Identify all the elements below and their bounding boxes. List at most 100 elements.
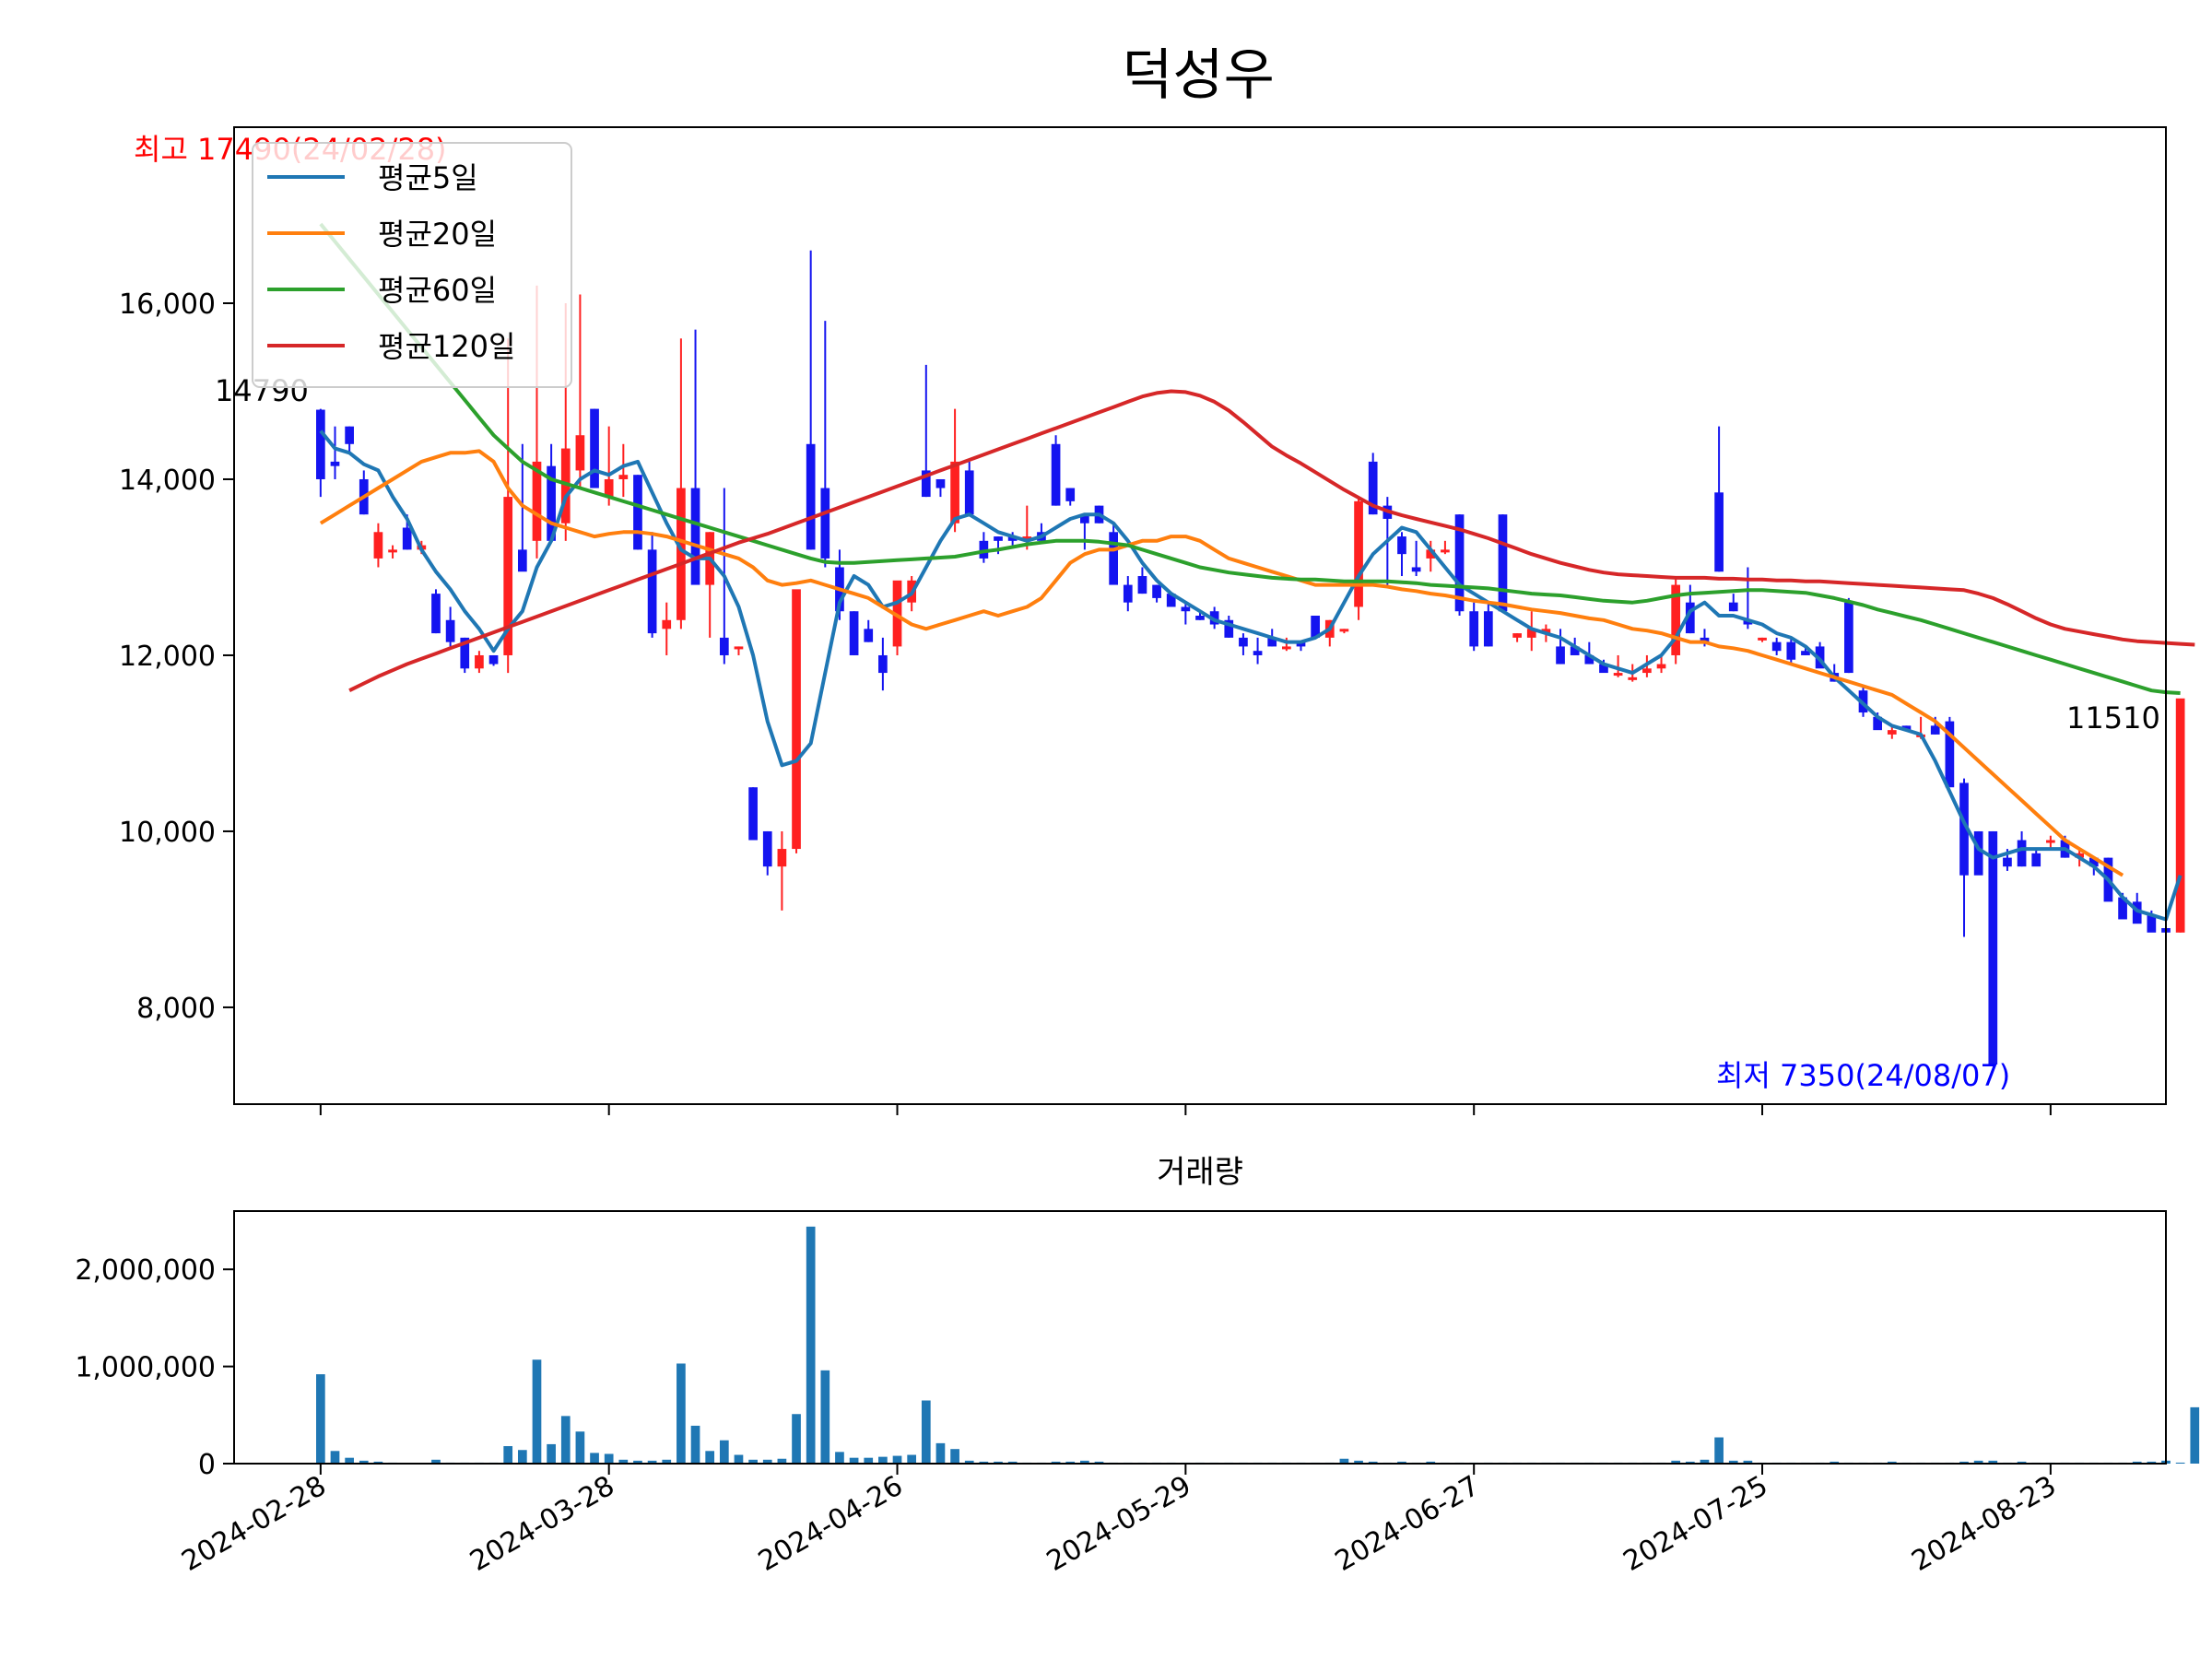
candle-body: [2147, 914, 2157, 933]
candle-body: [734, 646, 744, 650]
candle-body: [2031, 853, 2041, 867]
volume-bar: [575, 1431, 585, 1464]
chart-title: 덕성우: [1122, 43, 1275, 108]
ma60-line: [319, 222, 2181, 695]
volume-bar: [1988, 1460, 1998, 1464]
volume-bar: [994, 1461, 1003, 1464]
volume-bar: [1728, 1460, 1738, 1464]
candle-body: [820, 488, 830, 559]
price-y-tick-label: 8,000: [136, 993, 216, 1025]
candle-body: [1526, 629, 1536, 638]
volume-bar: [431, 1459, 441, 1464]
volume-bar: [1700, 1459, 1710, 1464]
candle-body: [950, 461, 959, 524]
volume-bar: [950, 1449, 959, 1464]
candle-body: [1873, 716, 1883, 731]
candle-body: [475, 654, 484, 669]
volume-bar: [864, 1457, 874, 1464]
legend-label-ma20: 평균20일: [378, 217, 497, 252]
candle-body: [1714, 492, 1724, 572]
candle-body: [762, 830, 772, 867]
volume-bar: [1051, 1461, 1061, 1464]
candle-body: [431, 594, 441, 634]
candle-body: [460, 637, 470, 669]
candle-body: [1311, 616, 1320, 638]
candle-body: [1628, 677, 1638, 680]
candle-body: [1599, 664, 1608, 674]
candle-body: [330, 461, 340, 466]
volume-y-tick-label: 0: [198, 1449, 216, 1481]
candle-body: [316, 409, 325, 479]
candle-body: [1022, 536, 1032, 540]
candle-body: [1339, 629, 1349, 632]
volume-bar: [835, 1452, 844, 1464]
volume-bar: [1714, 1437, 1724, 1464]
candle-body: [1671, 584, 1681, 655]
volume-bar: [964, 1460, 974, 1464]
volume-bar: [734, 1454, 744, 1464]
volume-bar: [503, 1446, 513, 1464]
candle-body: [2118, 897, 2127, 920]
candle-body: [777, 849, 787, 867]
price-y-tick-label: 16,000: [119, 288, 216, 321]
candle-body: [1541, 629, 1551, 634]
candle-body: [604, 478, 614, 498]
price-y-tick-label: 12,000: [119, 641, 216, 673]
volume-bar: [748, 1459, 758, 1464]
volume-bar: [633, 1460, 642, 1464]
candle-body: [1469, 611, 1479, 647]
candle-body: [1411, 567, 1421, 572]
ma5-line: [319, 429, 2183, 922]
candle-body: [2075, 853, 2084, 858]
candle-body: [1065, 488, 1076, 501]
candle-body: [1239, 637, 1248, 647]
volume-bar: [878, 1456, 888, 1464]
candle-body: [2017, 840, 2027, 867]
candle-body: [935, 478, 946, 488]
candle-body: [1080, 514, 1089, 524]
candle-body: [1354, 500, 1363, 607]
volume-bar: [330, 1451, 340, 1464]
candle-body: [1801, 651, 1810, 655]
volume-bar: [806, 1226, 816, 1464]
low-annotation: 최저 7350(24/08/07): [1716, 1058, 2010, 1093]
candle-body: [488, 654, 499, 665]
candle-body: [1282, 646, 1291, 650]
legend: 평균5일 평균20일 평균60일 평균120일: [252, 142, 572, 388]
price-y-tick-label: 10,000: [119, 817, 216, 849]
volume-bar: [1080, 1460, 1089, 1464]
price-y-tick-label: 14,000: [119, 465, 216, 497]
legend-label-ma120: 평균120일: [378, 329, 515, 364]
volume-plot-frame: [233, 1210, 2167, 1465]
volume-bar: [777, 1458, 787, 1464]
volume-bar: [820, 1370, 830, 1464]
candle-body: [1152, 584, 1161, 598]
volume-bar: [517, 1450, 527, 1464]
candle-body: [1901, 725, 1912, 731]
candle-body: [1771, 641, 1782, 652]
candle-body: [1253, 651, 1263, 655]
volume-y-axis: 0 1,000,000 2,000,000: [75, 1254, 234, 1481]
volume-bar: [373, 1461, 383, 1464]
volume-bar: [647, 1460, 657, 1464]
volume-y-tick-label: 1,000,000: [75, 1352, 216, 1384]
candle-body: [532, 461, 542, 541]
volume-bar: [2132, 1461, 2142, 1464]
candle-body: [547, 465, 556, 541]
volume-bar: [560, 1416, 571, 1464]
candle-body: [1441, 549, 1450, 553]
legend-label-ma60: 평균60일: [378, 273, 497, 308]
last-close-annotation: 11510: [2066, 700, 2160, 735]
candle-body: [345, 426, 354, 444]
candle-body: [1758, 637, 1767, 641]
candle-body: [662, 619, 672, 629]
candle-body: [1959, 782, 1969, 876]
candle-body: [560, 448, 571, 524]
price-x-axis: [319, 1104, 2052, 1115]
candle-body: [1209, 611, 1219, 625]
volume-bar: [935, 1442, 946, 1464]
volume-bar: [1671, 1460, 1681, 1464]
volume-bar: [1830, 1461, 1840, 1464]
candle-body: [1930, 725, 1940, 735]
